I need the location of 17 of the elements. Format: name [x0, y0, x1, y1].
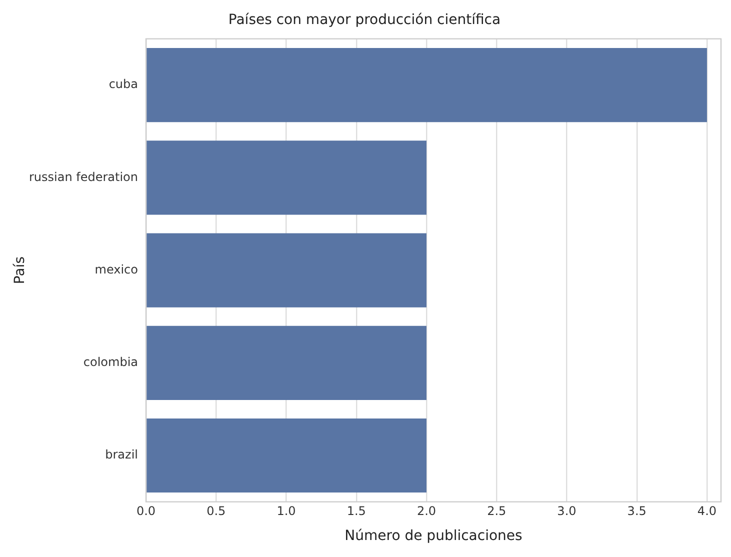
y-tick-label: cuba — [108, 77, 138, 92]
y-axis-title: País — [12, 256, 28, 284]
x-tick-label: 0.5 — [206, 504, 226, 518]
x-tick-label: 0.0 — [136, 504, 156, 518]
y-tick-label: russian federation — [28, 170, 138, 184]
y-tick-label: brazil — [105, 448, 138, 462]
x-tick-label: 2.5 — [487, 504, 506, 518]
x-tick-label: 4.0 — [697, 504, 717, 518]
x-tick-label: 2.0 — [416, 504, 436, 518]
chart-title: Países con mayor producción científica — [228, 12, 501, 28]
x-tick-label: 3.5 — [627, 504, 646, 518]
x-axis-title: Número de publicaciones — [344, 528, 522, 544]
x-tick-label: 1.5 — [346, 504, 366, 518]
x-tick-label: 3.0 — [557, 504, 576, 518]
y-tick-label: colombia — [83, 355, 138, 370]
x-tick-label: 1.0 — [276, 504, 296, 518]
y-tick-label: mexico — [94, 262, 138, 276]
